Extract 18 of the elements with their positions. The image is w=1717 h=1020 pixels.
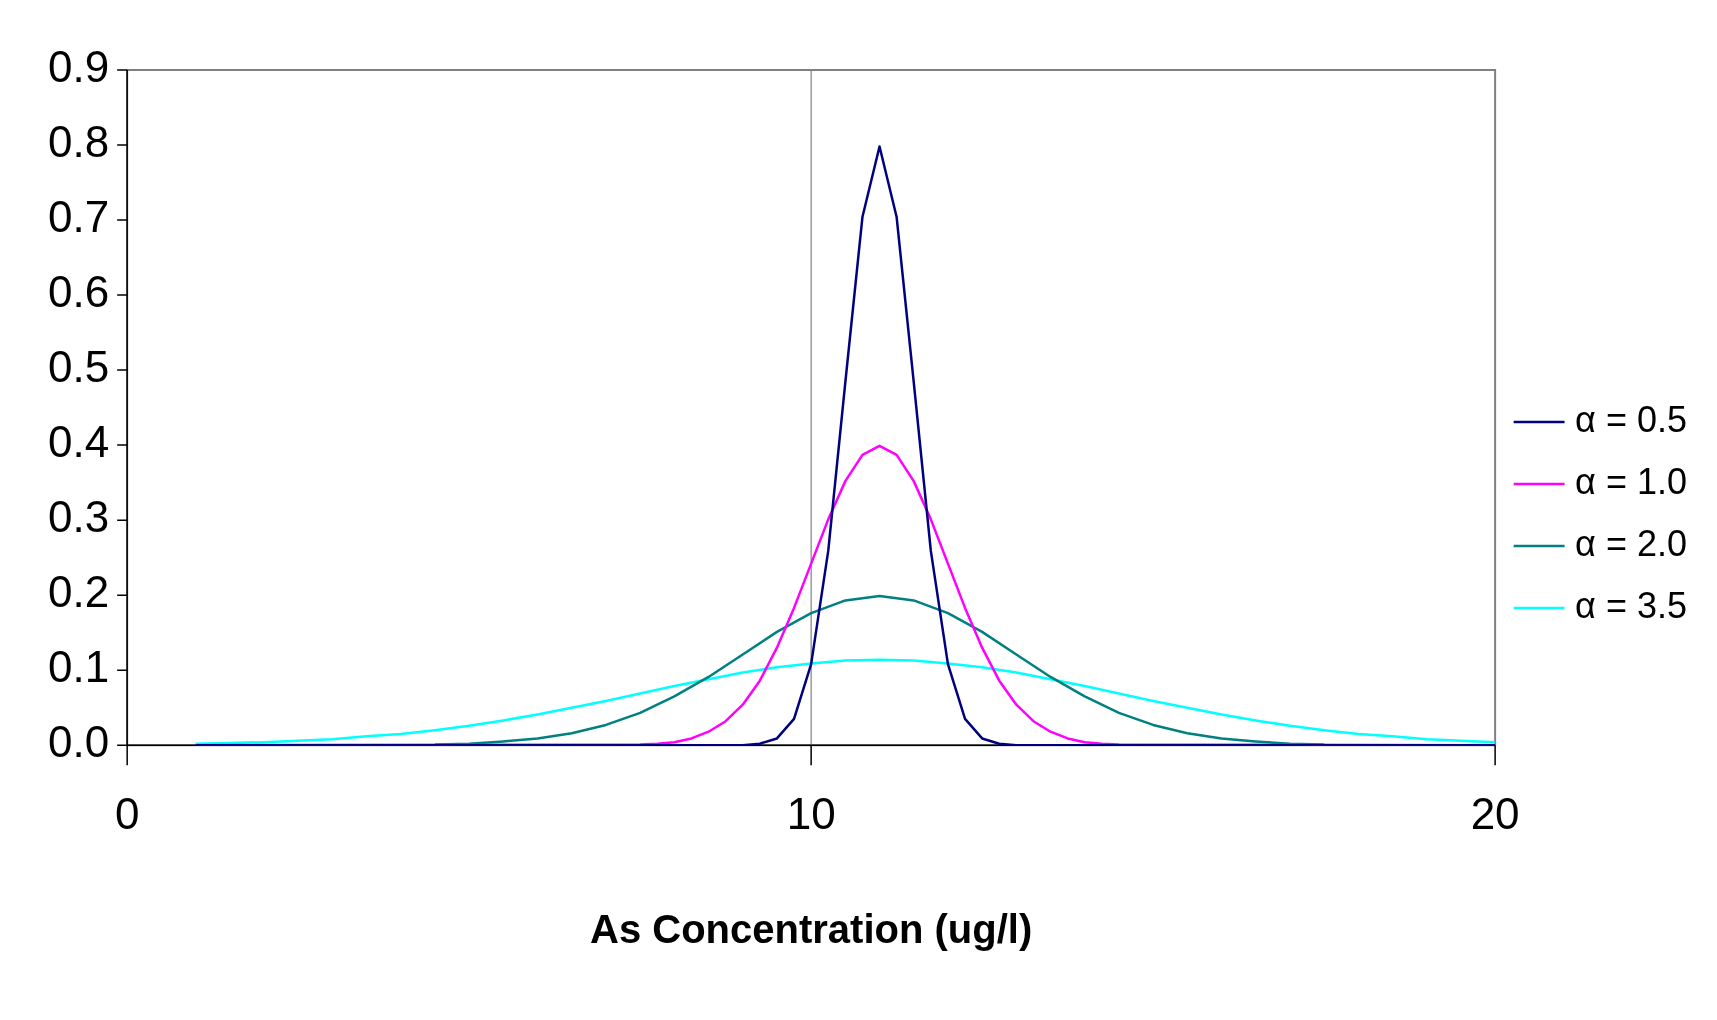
x-tick-label: 20	[1470, 788, 1520, 838]
y-tick-label: 0.1	[47, 642, 110, 692]
y-tick-label: 0.6	[47, 267, 110, 317]
y-tick-label: 0.4	[47, 417, 110, 467]
x-tick-label: 0	[114, 788, 140, 838]
y-tick-label: 0.7	[47, 192, 110, 242]
y-tick-label: 0.5	[47, 342, 110, 392]
x-tick-label: 10	[786, 788, 836, 838]
y-tick-label: 0.2	[47, 567, 110, 617]
legend-label: α = 0.5	[1575, 398, 1688, 440]
legend-label: α = 1.0	[1575, 460, 1688, 502]
x-axis-title: As Concentration (ug/l)	[590, 907, 1033, 952]
y-tick-label: 0.8	[47, 117, 110, 167]
legend-label: α = 3.5	[1575, 584, 1688, 626]
legend-label: α = 2.0	[1575, 522, 1688, 564]
y-tick-label: 0.3	[47, 492, 110, 542]
y-tick-label: 0.0	[47, 717, 110, 767]
y-tick-label: 0.9	[47, 42, 110, 92]
